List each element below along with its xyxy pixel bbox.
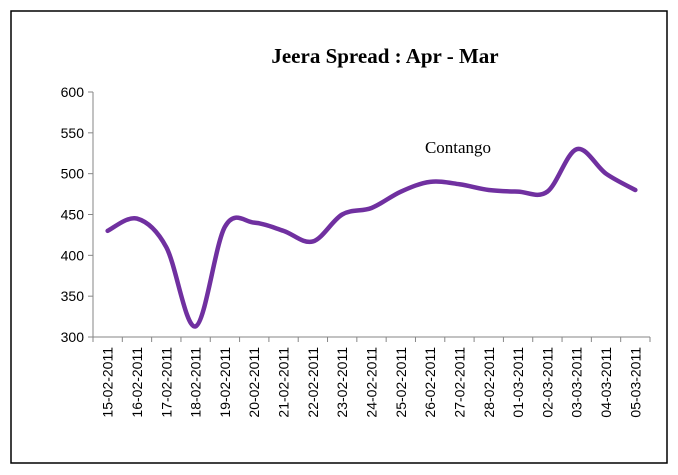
x-tick-label: 27-02-2011 (451, 347, 467, 418)
x-tick-label: 22-02-2011 (305, 347, 321, 418)
y-tick-label: 550 (61, 125, 85, 141)
x-tick-label: 20-02-2011 (246, 347, 262, 418)
chart-title: Jeera Spread : Apr - Mar (271, 44, 498, 68)
y-tick-label: 350 (61, 288, 85, 304)
x-tick-label: 05-03-2011 (627, 347, 643, 418)
x-tick-label: 28-02-2011 (481, 347, 497, 418)
chart-border (10, 10, 668, 464)
annotation: Contango (425, 138, 491, 157)
x-tick-label: 16-02-2011 (129, 347, 145, 418)
x-tick-label: 04-03-2011 (598, 347, 614, 418)
x-tick-label: 15-02-2011 (100, 347, 116, 418)
x-tick-label: 01-03-2011 (510, 347, 526, 418)
y-tick-label: 450 (61, 207, 85, 223)
x-tick-label: 19-02-2011 (217, 347, 233, 418)
y-tick-label: 400 (61, 247, 85, 263)
y-tick-label: 500 (61, 166, 85, 182)
x-tick-label: 02-03-2011 (539, 347, 555, 418)
x-tick-label: 18-02-2011 (188, 347, 204, 418)
y-tick-label: 600 (61, 84, 85, 100)
y-tick-label: 300 (61, 329, 85, 345)
x-tick-label: 25-02-2011 (393, 347, 409, 418)
x-tick-label: 26-02-2011 (422, 347, 438, 418)
line (105, 146, 638, 329)
x-tick-label: 23-02-2011 (334, 347, 350, 418)
x-tick-label: 17-02-2011 (158, 347, 174, 418)
x-tick-label: 03-03-2011 (569, 347, 585, 418)
x-tick-label: 21-02-2011 (276, 347, 292, 418)
x-tick-label: 24-02-2011 (364, 347, 380, 418)
